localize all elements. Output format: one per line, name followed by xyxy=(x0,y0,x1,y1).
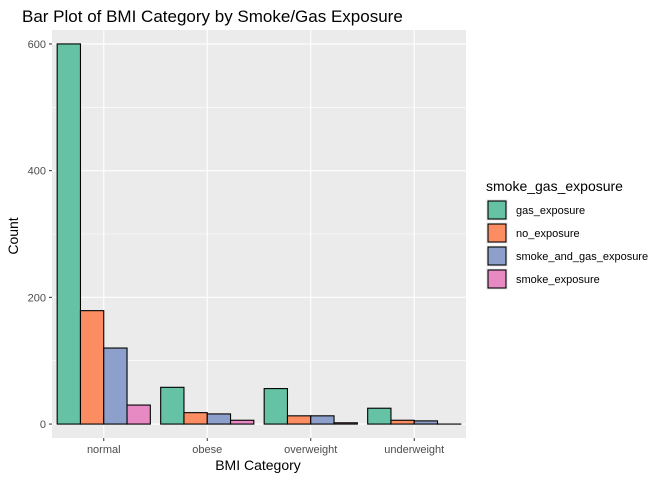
legend-title: smoke_gas_exposure xyxy=(486,178,623,194)
bar-obese-smoke_exposure xyxy=(229,419,255,425)
legend-label: smoke_and_gas_exposure xyxy=(516,251,648,263)
bar-obese-gas_exposure xyxy=(160,386,185,425)
legend-swatch-gas_exposure xyxy=(487,200,507,220)
bar-obese-no_exposure xyxy=(183,412,208,425)
chart-title: Bar Plot of BMI Category by Smoke/Gas Ex… xyxy=(22,7,403,26)
y-tick-label: 600 xyxy=(28,39,46,51)
y-tick-label: 0 xyxy=(40,419,46,431)
x-tick-label: normal xyxy=(87,444,121,456)
bar-overweight-gas_exposure xyxy=(263,388,289,425)
grid-lines xyxy=(52,30,466,438)
bar-underweight-no_exposure xyxy=(390,419,415,425)
bar-obese-smoke_and_gas_exposure xyxy=(206,413,232,425)
bar-normal-smoke_exposure xyxy=(126,404,151,425)
legend-label: no_exposure xyxy=(516,228,580,240)
bar-normal-no_exposure xyxy=(79,310,105,425)
legend-label: smoke_exposure xyxy=(516,274,600,286)
x-tick-label: obese xyxy=(192,444,222,456)
bar-overweight-no_exposure xyxy=(286,415,312,425)
bar-underweight-smoke_and_gas_exposure xyxy=(413,420,439,425)
y-tick-label: 200 xyxy=(28,292,46,304)
y-axis-title: Count xyxy=(5,217,21,254)
bar-normal-smoke_and_gas_exposure xyxy=(103,347,128,425)
bar-normal-gas_exposure xyxy=(56,43,82,425)
bar-overweight-smoke_and_gas_exposure xyxy=(310,415,335,425)
legend-swatch-smoke_and_gas_exposure xyxy=(487,246,507,266)
x-tick-label: overweight xyxy=(284,444,337,456)
legend-swatch-no_exposure xyxy=(487,223,507,243)
y-axis-ticks: 0 200 400 600 xyxy=(28,39,52,431)
legend: smoke_gas_exposure gas_exposure no_exposu… xyxy=(486,178,648,290)
legend-swatch-smoke_exposure xyxy=(487,269,507,289)
y-tick-label: 400 xyxy=(28,166,46,178)
bar-overweight-smoke_exposure xyxy=(333,422,358,425)
x-tick-label: underweight xyxy=(384,444,444,456)
bar-underweight-gas_exposure xyxy=(367,407,392,425)
legend-label: gas_exposure xyxy=(516,205,585,217)
bars xyxy=(56,43,462,425)
x-axis-title: BMI Category xyxy=(215,457,301,473)
x-axis-ticks: normal obese overweight underweight xyxy=(87,438,444,456)
